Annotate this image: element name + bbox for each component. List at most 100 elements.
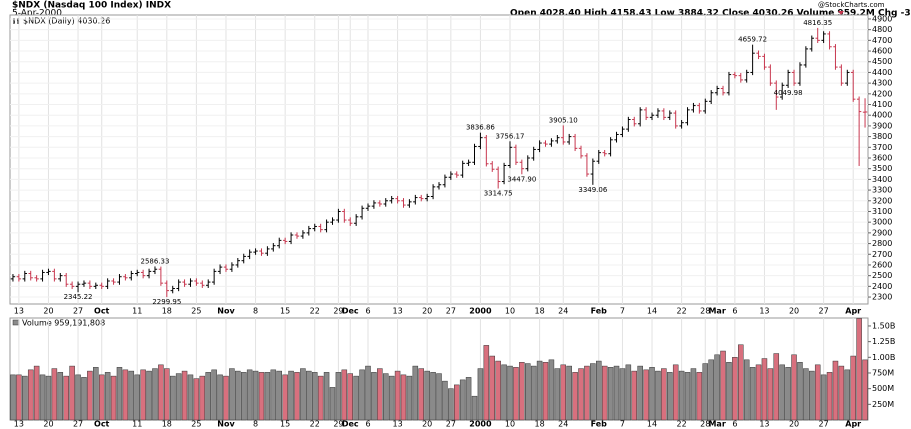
volume-bar	[128, 370, 135, 421]
volume-bar	[554, 368, 561, 421]
x-tick-label: 18	[534, 307, 544, 316]
symbol-title: $NDX (Nasdaq 100 Index) INDX	[12, 1, 171, 11]
volume-bar	[406, 375, 413, 421]
x-tick-label: 8	[253, 307, 258, 316]
volume-bar	[708, 359, 714, 421]
volume-bar	[252, 370, 259, 421]
volume-bar	[459, 379, 466, 421]
volume-bar	[353, 375, 359, 421]
y-tick-label: 1.50B	[872, 321, 895, 330]
volume-bar	[826, 372, 833, 421]
volume-bar	[483, 345, 490, 421]
volume-bar	[10, 374, 16, 421]
volume-bar	[814, 364, 821, 421]
x-tick-label: 25	[191, 420, 201, 429]
volume-bar	[720, 350, 726, 421]
x-tick-label: 20	[43, 420, 53, 429]
x-tick-label: 18	[162, 307, 172, 316]
x-tick-label: 13	[14, 420, 24, 429]
volume-bar	[743, 359, 750, 421]
volume-bar	[471, 395, 478, 421]
volume-bar	[246, 369, 253, 421]
low-label: 4049.98	[774, 89, 803, 97]
volume-bar	[134, 374, 140, 421]
volume-bar	[22, 375, 28, 421]
x-tick-label: 20	[422, 420, 432, 429]
volume-bar	[424, 370, 430, 421]
y-tick-label: 3100	[872, 207, 892, 216]
volume-bar	[175, 373, 182, 421]
volume-bar	[341, 369, 348, 421]
y-tick-label: 4600	[872, 47, 892, 56]
x-tick-label: 27	[446, 420, 456, 429]
volume-bar	[702, 363, 709, 421]
volume-bar	[601, 365, 608, 421]
low-label: 3349.06	[578, 186, 607, 194]
quote-summary: Open 4028.40 High 4158.43 Low 3884.32 Cl…	[510, 9, 911, 19]
volume-bar	[519, 362, 525, 421]
volume-bar	[110, 375, 117, 421]
x-tick-label: 25	[191, 307, 201, 316]
volume-bar	[93, 367, 99, 421]
volume-bar	[590, 363, 596, 421]
volume-bar	[63, 375, 69, 421]
volume-bar	[477, 368, 484, 421]
volume-bar	[596, 360, 602, 421]
volume-bar	[116, 367, 123, 421]
x-tick-label: 29	[333, 307, 343, 316]
volume-bar	[832, 360, 839, 421]
y-tick-label: 2900	[872, 228, 892, 237]
high-label: 3905.10	[549, 116, 578, 124]
volume-bar	[542, 362, 549, 421]
volume-bar	[187, 374, 194, 421]
x-tick-label: 10	[505, 420, 515, 429]
volume-bar	[749, 367, 756, 421]
x-tick-label: 27	[73, 420, 83, 429]
volume-bar	[838, 365, 845, 421]
volume-bar	[696, 372, 703, 421]
y-tick-label: 4700	[872, 36, 892, 45]
volume-bar	[347, 373, 353, 421]
volume-bar	[329, 387, 336, 421]
volume-bar	[294, 372, 300, 421]
x-tick-label: Apr	[845, 307, 861, 316]
x-tick-label: 13	[759, 420, 769, 429]
low-label: 2299.95	[152, 298, 181, 306]
y-tick-label: 2800	[872, 239, 892, 248]
volume-bar	[323, 372, 330, 421]
y-tick-label: 3800	[872, 132, 892, 141]
x-tick-label: Mar	[708, 420, 725, 429]
x-tick-label: Dec	[342, 420, 359, 429]
volume-bar	[672, 364, 679, 421]
volume-bar	[418, 368, 424, 421]
x-tick-label: 29	[333, 420, 343, 429]
y-tick-label: 4200	[872, 89, 892, 98]
y-tick-label: 3200	[872, 196, 892, 205]
volume-bar	[300, 368, 306, 421]
volume-bar	[448, 388, 454, 421]
volume-bar	[803, 368, 809, 421]
volume-bar	[643, 369, 649, 421]
x-tick-label: Mar	[708, 307, 725, 316]
x-tick-label: 6	[365, 307, 370, 316]
volume-bar	[454, 384, 460, 421]
volume-bar	[797, 362, 803, 421]
volume-bar	[566, 365, 572, 421]
y-tick-label: 4900	[872, 14, 892, 23]
x-tick-label: 13	[14, 307, 24, 316]
x-tick-label: 7	[620, 420, 625, 429]
y-tick-label: 2300	[872, 293, 892, 302]
volume-bar	[714, 354, 720, 421]
x-tick-label: 6	[732, 307, 737, 316]
x-tick-label: 20	[43, 307, 53, 316]
volume-bar	[365, 365, 371, 421]
volume-bar	[678, 370, 685, 421]
volume-bar	[377, 368, 383, 421]
volume-bar	[169, 375, 176, 421]
volume-bar	[655, 370, 661, 421]
volume-bar	[578, 368, 584, 421]
volume-bar	[560, 364, 567, 421]
x-tick-label: 24	[558, 307, 568, 316]
volume-bar	[436, 373, 442, 421]
volume-bar	[773, 353, 780, 421]
